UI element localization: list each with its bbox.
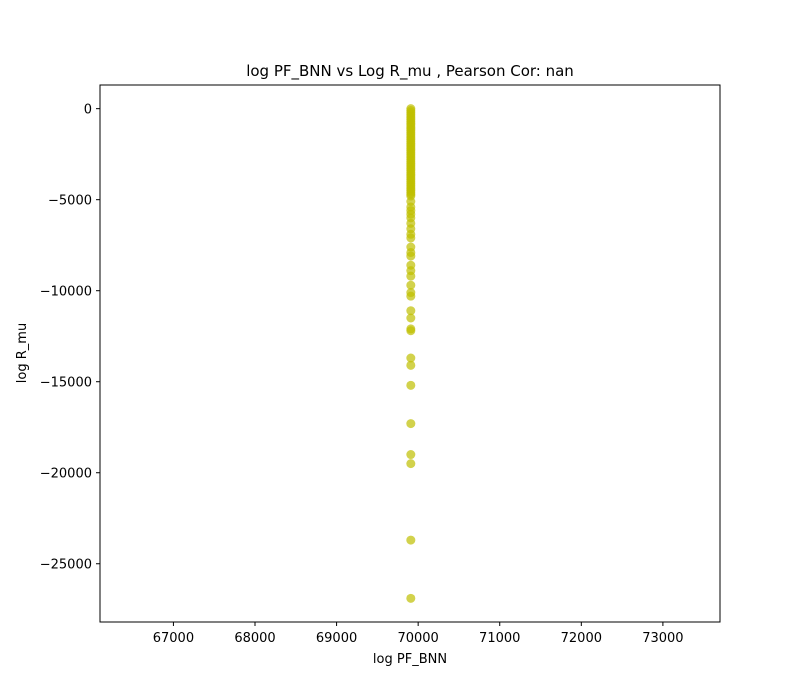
y-axis-label: log R_mu <box>15 323 30 383</box>
data-point <box>406 459 416 469</box>
data-point <box>406 450 416 460</box>
x-tick-label: 73000 <box>642 631 683 646</box>
data-point <box>406 291 416 301</box>
x-tick-label: 67000 <box>153 631 194 646</box>
data-point <box>406 271 416 281</box>
data-point <box>406 280 416 290</box>
x-tick-label: 69000 <box>316 631 357 646</box>
data-point <box>406 306 416 316</box>
data-point <box>406 419 416 429</box>
data-point <box>406 326 416 336</box>
x-tick-label: 71000 <box>479 631 520 646</box>
y-tick-label: −20000 <box>40 467 92 482</box>
data-point <box>406 535 416 545</box>
x-tick-label: 72000 <box>561 631 602 646</box>
data-point <box>406 360 416 370</box>
points-layer <box>406 104 416 603</box>
data-point <box>406 380 416 390</box>
data-point <box>406 251 416 261</box>
y-tick-label: −15000 <box>40 376 92 391</box>
data-point <box>406 233 416 243</box>
x-axis: 67000 68000 69000 70000 71000 72000 73000 <box>153 622 684 646</box>
data-point <box>406 313 416 323</box>
x-tick-label: 70000 <box>397 631 438 646</box>
plot-area-frame <box>99 84 721 623</box>
y-tick-label: −10000 <box>40 285 92 300</box>
x-tick-label: 68000 <box>234 631 275 646</box>
data-point <box>406 593 416 603</box>
y-tick-label: −5000 <box>48 194 92 209</box>
y-tick-label: −25000 <box>40 558 92 573</box>
data-point <box>406 353 416 363</box>
y-axis: 0 −5000 −10000 −15000 −20000 −25000 <box>40 103 100 573</box>
chart-title: log PF_BNN vs Log R_mu , Pearson Cor: na… <box>246 62 574 81</box>
y-tick-label: 0 <box>84 103 92 118</box>
x-axis-label: log PF_BNN <box>373 652 447 667</box>
